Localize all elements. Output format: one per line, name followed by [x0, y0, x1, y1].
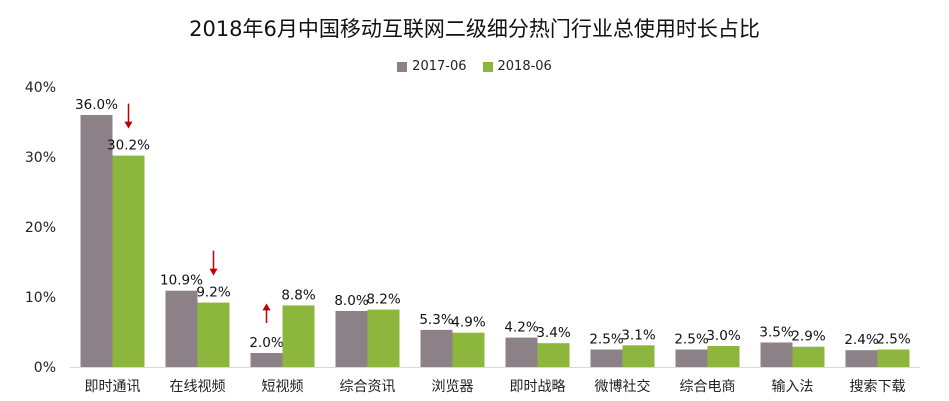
data-label: 4.2% [504, 320, 538, 336]
data-label: 3.4% [536, 325, 570, 341]
trend-down-arrow-head [209, 268, 218, 276]
legend-swatch-2018 [482, 61, 493, 72]
bar-2018 [792, 346, 825, 367]
bar-2018 [367, 309, 400, 367]
x-category-label: 输入法 [772, 379, 814, 395]
data-label: 9.2% [196, 285, 230, 301]
y-tick-label: 20% [25, 220, 56, 236]
y-tick-label: 40% [25, 80, 56, 96]
legend-label-2017: 2017-06 [412, 59, 467, 74]
data-label: 8.2% [366, 292, 400, 308]
data-label: 2.5% [589, 332, 623, 348]
x-category-label: 微博社交 [595, 378, 651, 395]
data-label: 2.0% [249, 335, 283, 351]
data-label: 8.0% [334, 293, 368, 309]
y-tick-label: 10% [25, 290, 56, 306]
data-label: 36.0% [75, 97, 118, 113]
data-label: 8.8% [281, 287, 315, 303]
legend-label-2018: 2018-06 [497, 59, 552, 74]
x-category-label: 搜索下载 [850, 378, 906, 395]
trend-up-arrow-head [262, 303, 271, 311]
bar-2017 [250, 353, 283, 367]
y-tick-label: 30% [25, 150, 56, 166]
data-label: 5.3% [419, 312, 453, 328]
x-category-label: 浏览器 [432, 379, 474, 395]
data-label: 2.5% [674, 332, 708, 348]
bar-2018 [707, 346, 740, 367]
data-label: 3.5% [759, 325, 793, 341]
data-label: 3.1% [621, 327, 655, 343]
legend-swatch-2017 [397, 61, 408, 72]
bar-2018 [282, 305, 315, 367]
bar-2017 [760, 342, 793, 367]
data-label: 10.9% [160, 273, 203, 289]
bar-2017 [335, 311, 368, 367]
chart-title: 2018年6月中国移动互联网二级细分热门行业总使用时长占比 [189, 17, 760, 41]
x-category-label: 即时通讯 [85, 379, 141, 395]
x-category-label: 在线视频 [170, 379, 226, 395]
data-label: 30.2% [107, 138, 150, 154]
data-label: 2.5% [876, 332, 910, 348]
bar-2017 [165, 290, 198, 367]
x-category-label: 综合资讯 [340, 379, 396, 395]
bar-2018 [112, 155, 145, 367]
x-category-label: 即时战略 [510, 379, 566, 395]
bar-2018 [537, 343, 570, 367]
x-category-label: 短视频 [262, 379, 304, 395]
bar-2017 [80, 115, 113, 367]
legend-item-2017: 2017-06 [397, 59, 467, 74]
x-category-label: 综合电商 [680, 379, 736, 395]
data-label: 2.4% [844, 332, 878, 348]
bar-2017 [420, 329, 453, 367]
bar-2017 [675, 349, 708, 367]
bar-2017 [505, 337, 538, 367]
trend-down-arrow-head [124, 121, 133, 129]
y-tick-label: 0% [34, 360, 56, 376]
legend-item-2018: 2018-06 [482, 59, 552, 74]
legend: 2017-06 2018-06 [0, 59, 949, 74]
data-label: 3.0% [706, 328, 740, 344]
bar-2018 [622, 345, 655, 367]
data-label: 2.9% [791, 329, 825, 345]
bar-2018 [197, 302, 230, 367]
bar-2018 [877, 349, 910, 367]
bar-2017 [845, 350, 878, 367]
bar-2018 [452, 332, 485, 367]
bar-2017 [590, 349, 623, 367]
data-label: 4.9% [451, 315, 485, 331]
